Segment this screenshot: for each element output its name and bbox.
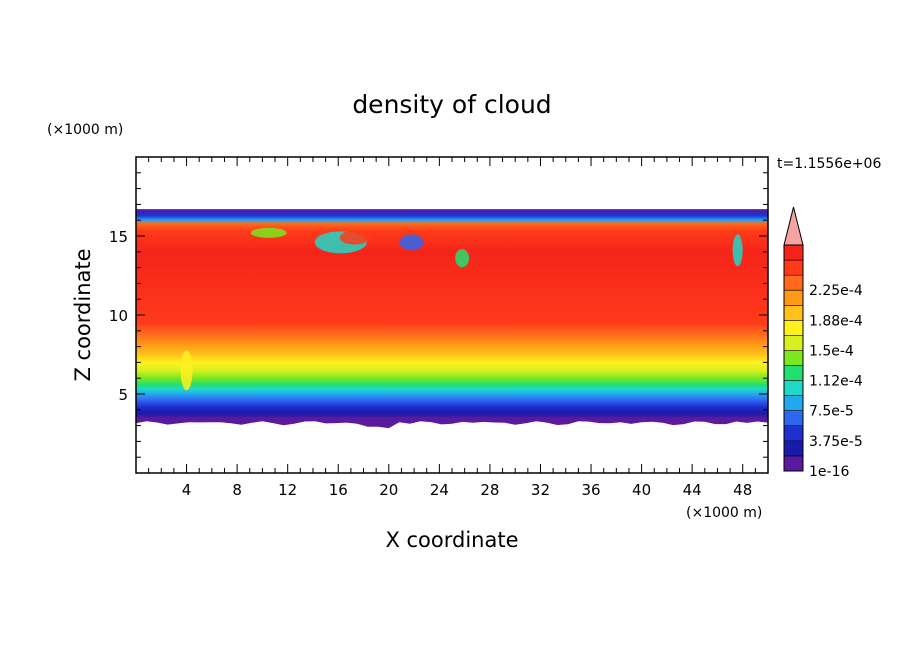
colorbar-label: 7.5e-5 bbox=[809, 404, 854, 420]
colorbar-label: 2.25e-4 bbox=[809, 283, 863, 299]
colorbar-label: 3.75e-5 bbox=[809, 434, 863, 450]
y-tick-label: 5 bbox=[118, 386, 128, 404]
turbulence-eddy bbox=[732, 234, 743, 267]
colorbar-band bbox=[784, 335, 803, 351]
x-unit-label: (×1000 m) bbox=[686, 505, 762, 521]
y-tick-label: 10 bbox=[109, 307, 128, 325]
colorbar-band bbox=[784, 455, 803, 472]
x-tick-label: 8 bbox=[232, 481, 242, 499]
x-tick-label: 28 bbox=[480, 481, 499, 499]
colorbar-label: 1.12e-4 bbox=[809, 374, 863, 390]
x-tick-label: 32 bbox=[531, 481, 550, 499]
cloud-base-fringe bbox=[136, 417, 768, 429]
colorbar-band bbox=[784, 290, 803, 306]
x-tick-label: 20 bbox=[379, 481, 398, 499]
colorbar: 1e-16 3.75e-5 7.5e-5 1.12e-4 1.5e-4 1.88e-4 2.… bbox=[783, 206, 863, 480]
colorbar-band bbox=[784, 410, 803, 427]
x-axis-label: X coordinate bbox=[385, 528, 518, 552]
x-tick-label: 12 bbox=[278, 481, 297, 499]
x-tick-label: 36 bbox=[581, 481, 600, 499]
x-tick-label: 4 bbox=[182, 481, 192, 499]
colorbar-band bbox=[784, 320, 803, 336]
x-tick-label: 24 bbox=[430, 481, 449, 499]
heatmap-field bbox=[136, 209, 768, 429]
y-axis-label: Z coordinate bbox=[71, 248, 95, 381]
colorbar-band bbox=[784, 305, 803, 321]
colorbar-band bbox=[784, 365, 803, 382]
colorbar-extend-arrow bbox=[783, 206, 804, 246]
colorbar-label: 1.88e-4 bbox=[809, 313, 863, 329]
colorbar-band bbox=[784, 350, 803, 367]
turbulence-eddy bbox=[250, 227, 287, 238]
turbulence-eddy bbox=[455, 249, 470, 268]
colorbar-band bbox=[784, 380, 803, 397]
turbulence-eddy bbox=[339, 230, 370, 245]
x-tick-label: 40 bbox=[632, 481, 651, 499]
x-tick-label: 16 bbox=[329, 481, 348, 499]
x-axis-ticks: 4 8 12 16 20 24 28 32 36 40 44 48 bbox=[148, 157, 756, 499]
turbulence-eddy bbox=[180, 350, 193, 391]
colorbar-band bbox=[784, 275, 803, 291]
turbulence-eddy bbox=[399, 234, 424, 251]
y-unit-label: (×1000 m) bbox=[47, 122, 123, 138]
cloud-layer bbox=[136, 209, 768, 420]
chart-title: density of cloud bbox=[352, 90, 551, 119]
y-axis-ticks: 5 10 15 bbox=[109, 172, 768, 458]
colorbar-band bbox=[784, 245, 803, 261]
x-tick-label: 48 bbox=[733, 481, 752, 499]
x-tick-label: 44 bbox=[683, 481, 702, 499]
colorbar-band bbox=[784, 440, 803, 457]
colorbar-band bbox=[784, 425, 803, 442]
colorbar-label: 1e-16 bbox=[809, 464, 849, 480]
y-tick-label: 15 bbox=[109, 228, 128, 246]
colorbar-label: 1.5e-4 bbox=[809, 343, 854, 359]
time-label: t=1.1556e+06 bbox=[777, 156, 881, 172]
colorbar-band bbox=[784, 260, 803, 276]
colorbar-band bbox=[784, 395, 803, 412]
